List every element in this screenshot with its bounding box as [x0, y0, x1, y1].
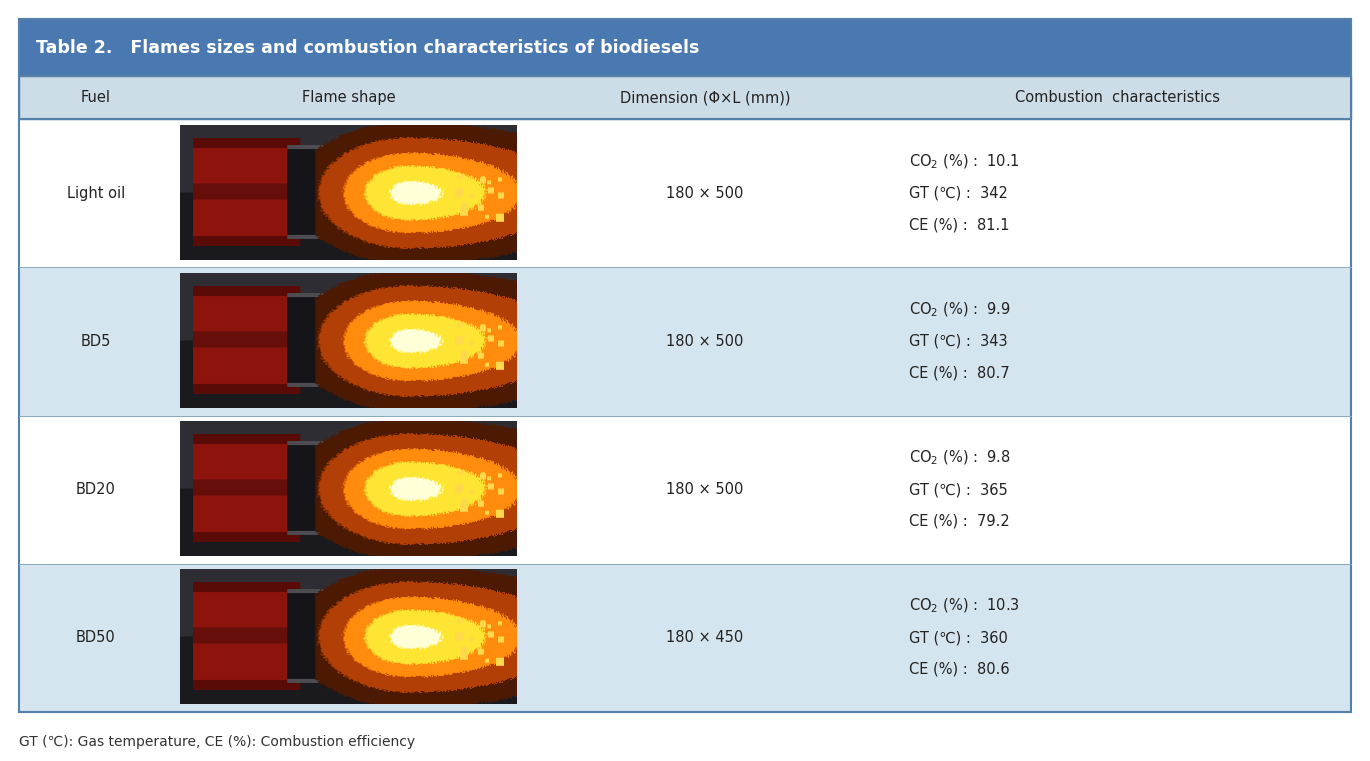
Text: BD5: BD5: [81, 334, 111, 349]
Text: CO$_2$ (%) :  9.9: CO$_2$ (%) : 9.9: [908, 301, 1011, 319]
FancyBboxPatch shape: [19, 563, 1351, 712]
Text: Fuel: Fuel: [81, 91, 111, 105]
Text: CE (%) :  81.1: CE (%) : 81.1: [908, 218, 1010, 233]
Text: GT (℃): Gas temperature, CE (%): Combustion efficiency: GT (℃): Gas temperature, CE (%): Combust…: [19, 735, 415, 749]
FancyBboxPatch shape: [19, 416, 1351, 563]
Text: Combustion  characteristics: Combustion characteristics: [1015, 91, 1221, 105]
FancyBboxPatch shape: [19, 268, 1351, 416]
Text: GT (℃) :  360: GT (℃) : 360: [908, 630, 1007, 645]
Text: CE (%) :  79.2: CE (%) : 79.2: [908, 514, 1010, 529]
Text: GT (℃) :  342: GT (℃) : 342: [908, 186, 1007, 201]
Text: 180 × 500: 180 × 500: [666, 186, 744, 201]
Text: CO$_2$ (%) :  10.1: CO$_2$ (%) : 10.1: [908, 152, 1019, 171]
Text: GT (℃) :  343: GT (℃) : 343: [908, 334, 1007, 349]
Text: BD50: BD50: [75, 630, 115, 645]
Text: CE (%) :  80.7: CE (%) : 80.7: [908, 366, 1010, 380]
Text: Flame shape: Flame shape: [301, 91, 396, 105]
Text: Table 2.   Flames sizes and combustion characteristics of biodiesels: Table 2. Flames sizes and combustion cha…: [36, 39, 699, 56]
Text: CO$_2$ (%) :  9.8: CO$_2$ (%) : 9.8: [908, 448, 1010, 467]
Text: CO$_2$ (%) :  10.3: CO$_2$ (%) : 10.3: [908, 597, 1019, 615]
FancyBboxPatch shape: [19, 119, 1351, 268]
Text: 180 × 450: 180 × 450: [666, 630, 744, 645]
Text: 180 × 500: 180 × 500: [666, 482, 744, 497]
Text: CE (%) :  80.6: CE (%) : 80.6: [908, 662, 1010, 677]
Text: GT (℃) :  365: GT (℃) : 365: [908, 482, 1007, 497]
FancyBboxPatch shape: [19, 76, 1351, 119]
Text: Light oil: Light oil: [67, 186, 125, 201]
FancyBboxPatch shape: [19, 19, 1351, 76]
Text: Dimension (Φ×L (mm)): Dimension (Φ×L (mm)): [619, 91, 790, 105]
Text: BD20: BD20: [75, 482, 115, 497]
Text: 180 × 500: 180 × 500: [666, 334, 744, 349]
